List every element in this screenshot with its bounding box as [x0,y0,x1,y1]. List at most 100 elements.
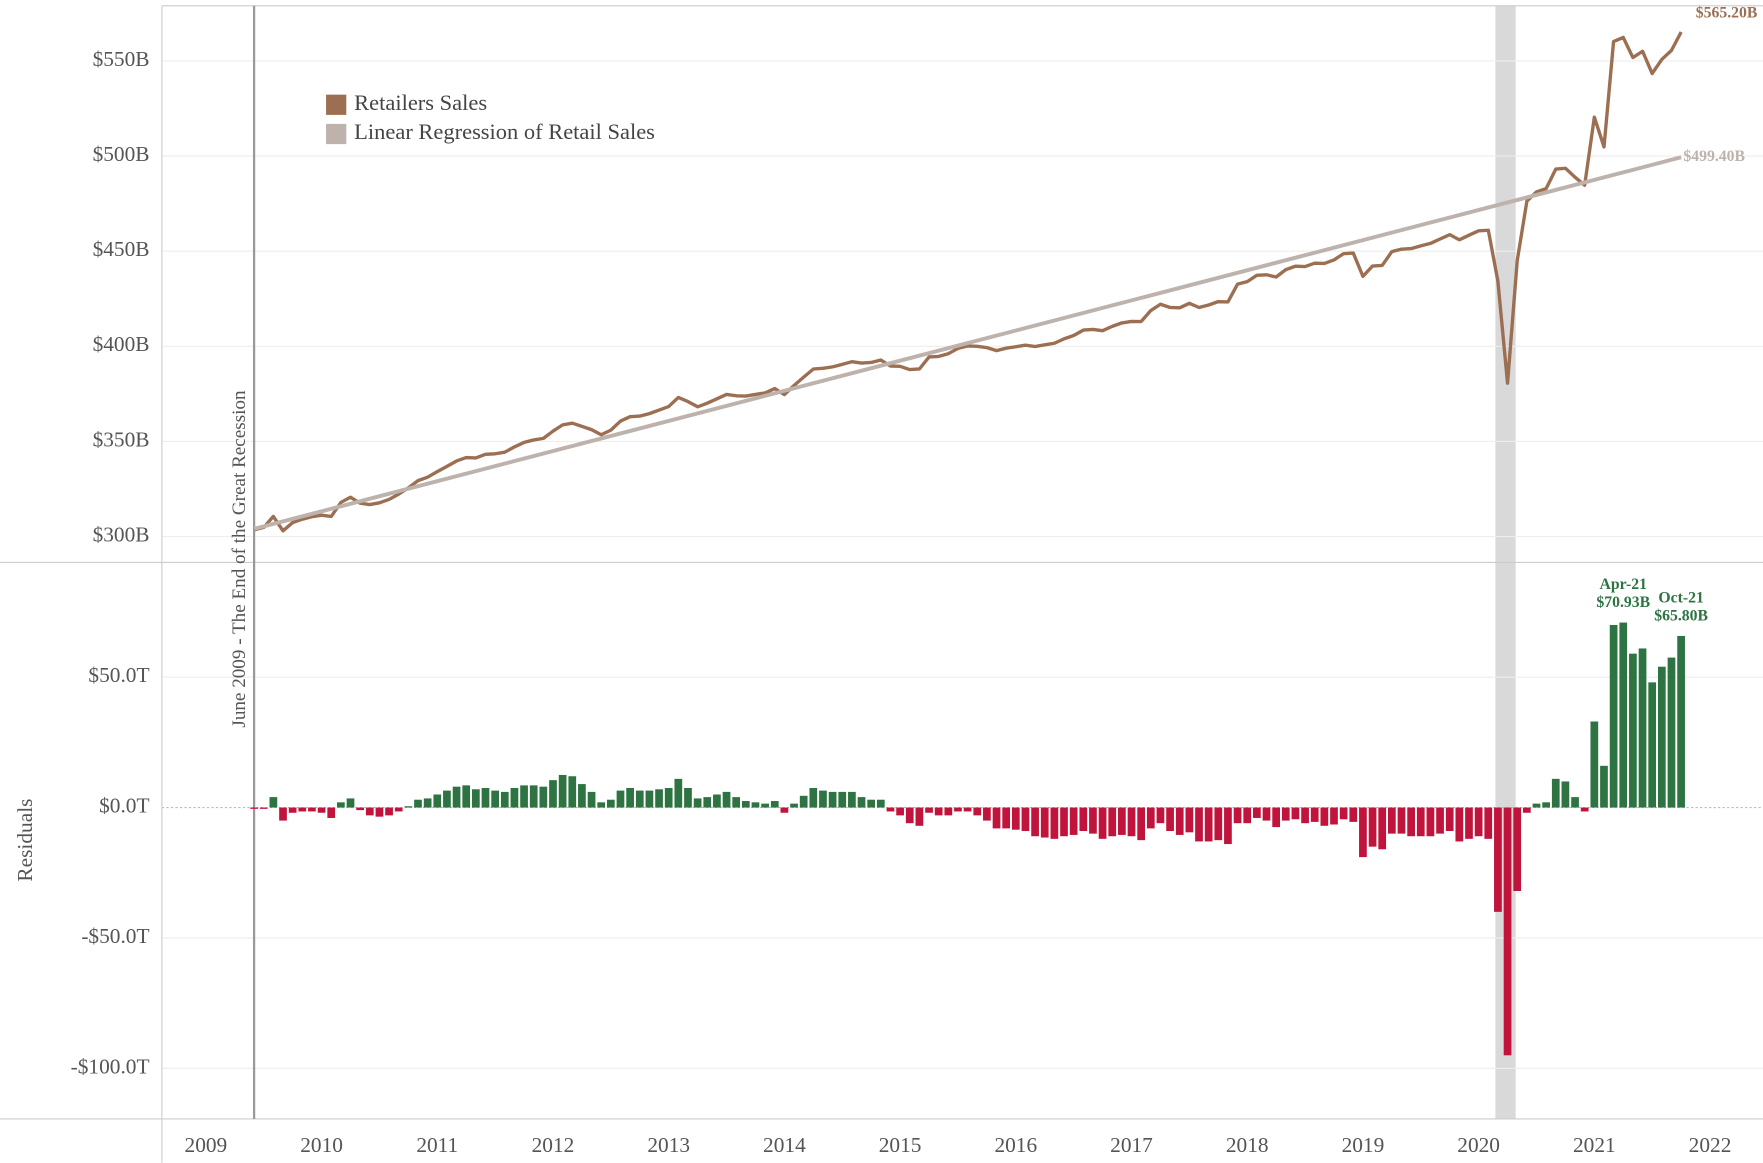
bar [713,794,721,808]
bar [741,801,750,808]
bar [925,807,933,813]
bar [558,774,567,808]
bar [1609,624,1618,808]
x-tick-label: 2009 [185,1133,228,1157]
bar [1050,807,1059,839]
bar [1494,807,1502,912]
x-tick-label: 2012 [532,1133,575,1157]
y-tick-label: $0.0T [99,793,149,817]
bar [1002,807,1011,829]
y-tick-label: $300B [93,522,150,546]
bar [954,807,962,812]
bar [308,807,316,812]
bar [491,790,499,808]
bar [1195,807,1203,842]
bar [761,803,769,808]
y-tick-label: $400B [93,332,150,356]
bar [269,797,278,808]
bar [1571,797,1579,808]
bar [1580,807,1589,812]
bar [1079,807,1088,832]
bar [1590,721,1599,808]
bar [394,807,403,812]
bar [1455,807,1464,842]
end-label: $499.40B [1683,148,1745,165]
bar [1648,682,1657,808]
bar [1368,807,1377,847]
bar [529,785,538,808]
bar [1108,807,1117,837]
bar [1349,807,1358,822]
bar [992,807,1001,829]
bar [751,802,760,808]
x-tick-label: 2022 [1689,1133,1732,1157]
bar [500,791,509,808]
bar [1561,781,1570,808]
bar [684,787,692,808]
bar [298,807,307,812]
x-tick-label: 2020 [1457,1133,1500,1157]
bar [365,807,374,816]
legend-label: Linear Regression of Retail Sales [354,119,655,144]
bar [1233,807,1242,824]
bar [790,803,798,808]
bar [471,789,480,808]
bar [259,807,268,809]
bar [934,807,943,816]
x-tick-label: 2018 [1226,1133,1269,1157]
bar [539,786,548,808]
bar [606,799,615,808]
y-tick-label: $50.0T [88,663,149,687]
annotation-value: $65.80B [1654,607,1708,624]
bar [549,780,557,808]
bar [587,791,596,808]
annotation-label: Apr-21 [1600,576,1648,593]
bar [1281,807,1290,821]
bar [1098,807,1107,839]
bar [1542,802,1550,808]
bar [626,787,634,808]
bar [1387,807,1396,834]
bar [838,791,847,808]
y-tick-label: -$100.0T [71,1054,150,1078]
x-tick-label: 2016 [994,1133,1037,1157]
bar [616,790,625,808]
bar [1214,807,1223,841]
bar [915,807,924,826]
bar [414,799,422,808]
bar [1426,807,1435,837]
bar [1127,807,1136,837]
bar [346,798,355,808]
y-tick-label: $550B [93,47,150,71]
bar [337,802,345,808]
bar [1262,807,1271,821]
bar [443,790,451,808]
series-line [253,31,1683,533]
bar [1416,807,1425,837]
bar [944,807,953,816]
bar [375,807,384,817]
bar [664,787,673,808]
annotation-value: $70.93B [1596,594,1650,611]
bar [819,790,827,808]
bar [1060,807,1068,837]
bar [1069,807,1078,835]
bar [1503,807,1512,1056]
bar [404,806,413,808]
bar [655,789,663,808]
bar [568,776,577,808]
bar [1667,657,1676,808]
bar [1224,807,1232,845]
y-tick-label: $450B [93,237,150,261]
bar [1397,807,1406,834]
bar [433,794,442,808]
grid [161,60,1763,1069]
bar [963,807,972,812]
x-tick-label: 2015 [879,1133,922,1157]
bar [886,807,895,812]
y-tick-label: $500B [93,142,150,166]
bar [1551,778,1560,808]
bar [848,791,856,808]
bar [1204,807,1213,842]
